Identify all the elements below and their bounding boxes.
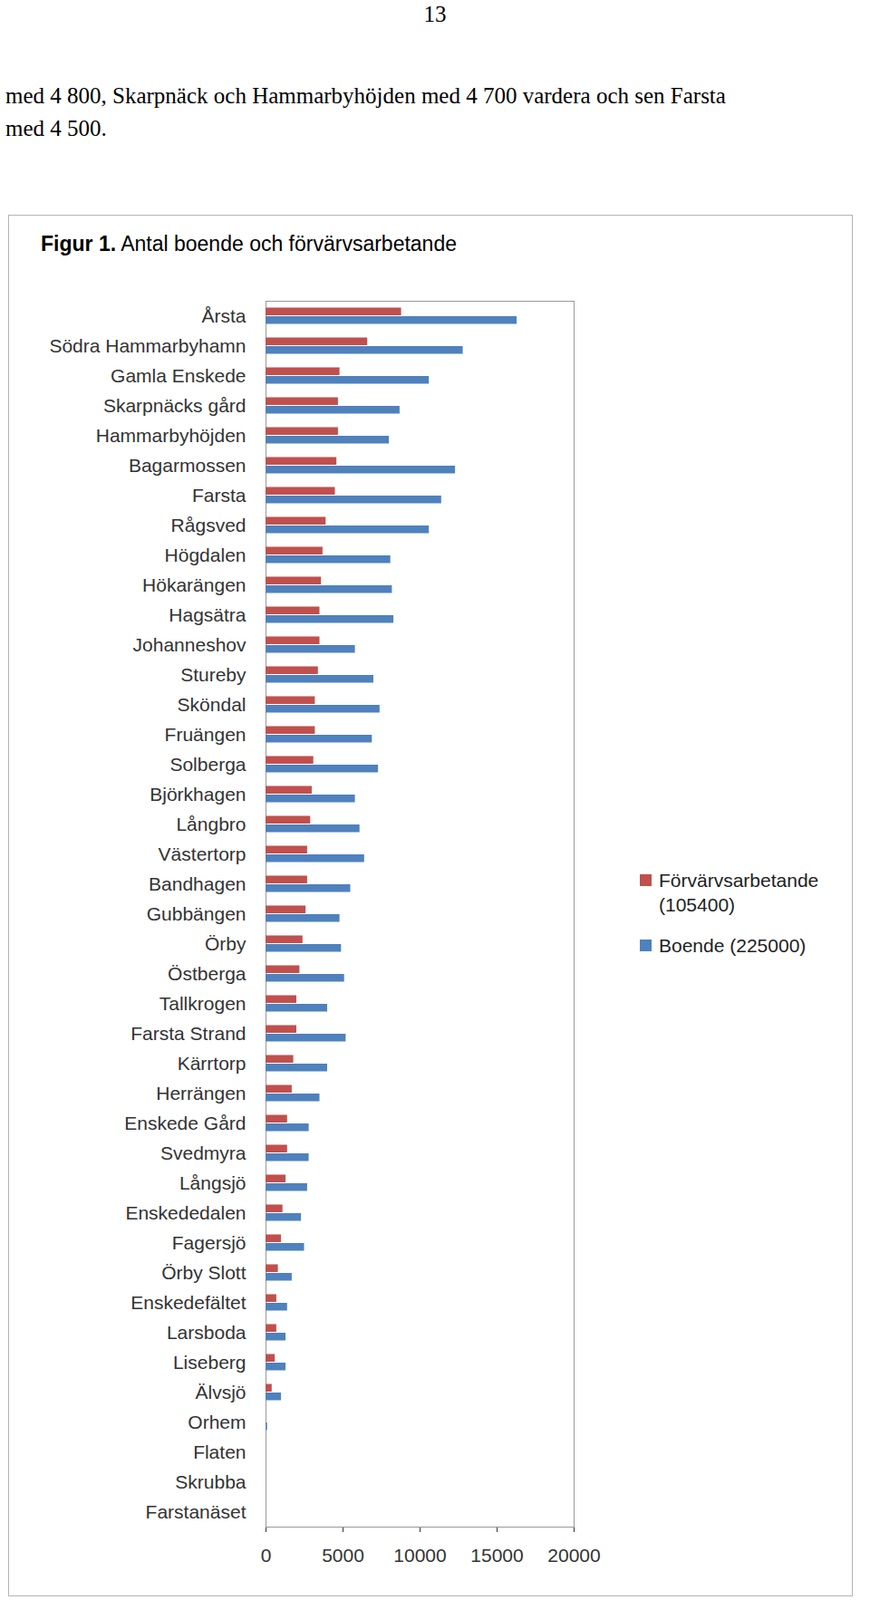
html-text:med 4 500.: med 4 500. xyxy=(5,116,107,141)
svg-text:Högdalen: Högdalen xyxy=(164,544,247,566)
svg-text:Örby Slott: Örby Slott xyxy=(161,1262,247,1284)
svg-text:Sköndal: Sköndal xyxy=(177,694,247,716)
svg-text:Björkhagen: Björkhagen xyxy=(149,783,246,805)
html-text:Boende (225000): Boende (225000) xyxy=(658,935,806,957)
svg-text:Hökarängen: Hökarängen xyxy=(142,574,246,596)
svg-text:Enskededalen: Enskededalen xyxy=(125,1202,246,1224)
svg-text:0: 0 xyxy=(261,1545,272,1566)
html-text:13: 13 xyxy=(423,1,447,27)
svg-text:Hammarbyhöjden: Hammarbyhöjden xyxy=(96,425,247,446)
svg-text:Gamla Enskede: Gamla Enskede xyxy=(110,365,246,387)
svg-text:Långbro: Långbro xyxy=(175,813,246,835)
svg-text:Örby: Örby xyxy=(204,933,247,955)
svg-text:Stureby: Stureby xyxy=(180,664,247,686)
svg-text:20000: 20000 xyxy=(547,1545,600,1566)
svg-text:Farstanäset: Farstanäset xyxy=(145,1501,247,1523)
svg-text:Rågsved: Rågsved xyxy=(171,514,247,536)
svg-text:Flaten: Flaten xyxy=(193,1441,246,1463)
svg-text:10000: 10000 xyxy=(393,1545,446,1566)
svg-text:Farsta: Farsta xyxy=(192,484,247,506)
svg-text:Västertorp: Västertorp xyxy=(158,843,247,865)
svg-text:Östberga: Östberga xyxy=(167,963,247,985)
svg-text:Bagarmossen: Bagarmossen xyxy=(128,454,247,476)
html-text:med 4 800, Skarpnäck och Hamma: med 4 800, Skarpnäck och Hammarbyhöjden … xyxy=(5,83,726,108)
svg-text:Farsta Strand: Farsta Strand xyxy=(130,1023,246,1044)
svg-text:Fruängen: Fruängen xyxy=(164,724,247,745)
svg-text:Solberga: Solberga xyxy=(169,754,246,775)
svg-text:Orhem: Orhem xyxy=(187,1411,246,1433)
svg-text:Hagsätra: Hagsätra xyxy=(168,604,247,626)
svg-text:Enskedefältet: Enskedefältet xyxy=(130,1292,246,1314)
svg-text:Bandhagen: Bandhagen xyxy=(148,873,246,895)
html-text:Förvärvsarbetande (105400): Förvärvsarbetande (105400) xyxy=(658,870,819,916)
svg-text:Gubbängen: Gubbängen xyxy=(146,903,247,925)
svg-text:5000: 5000 xyxy=(321,1545,365,1566)
svg-text:Fagersjö: Fagersjö xyxy=(172,1232,247,1254)
svg-text:Södra Hammarbyhamn: Södra Hammarbyhamn xyxy=(48,335,246,357)
svg-text:Långsjö: Långsjö xyxy=(179,1172,247,1194)
svg-text:15000: 15000 xyxy=(470,1545,523,1566)
html-text:Figur 1. Antal boende och förv: Figur 1. Antal boende och förvärvsarbeta… xyxy=(40,232,457,256)
svg-text:Skrubba: Skrubba xyxy=(174,1471,247,1493)
svg-text:Enskede Gård: Enskede Gård xyxy=(124,1112,246,1134)
svg-text:Liseberg: Liseberg xyxy=(173,1352,247,1373)
svg-text:Tallkrogen: Tallkrogen xyxy=(159,993,247,1015)
svg-text:Älvsjö: Älvsjö xyxy=(194,1382,246,1403)
svg-text:Larsboda: Larsboda xyxy=(166,1322,247,1344)
svg-text:Årsta: Årsta xyxy=(201,305,246,327)
svg-text:Johanneshov: Johanneshov xyxy=(133,634,247,656)
svg-text:Kärrtorp: Kärrtorp xyxy=(177,1053,247,1074)
svg-text:Herrängen: Herrängen xyxy=(155,1082,246,1104)
svg-text:Svedmyra: Svedmyra xyxy=(160,1142,247,1164)
svg-text:Skarpnäcks gård: Skarpnäcks gård xyxy=(103,395,247,416)
